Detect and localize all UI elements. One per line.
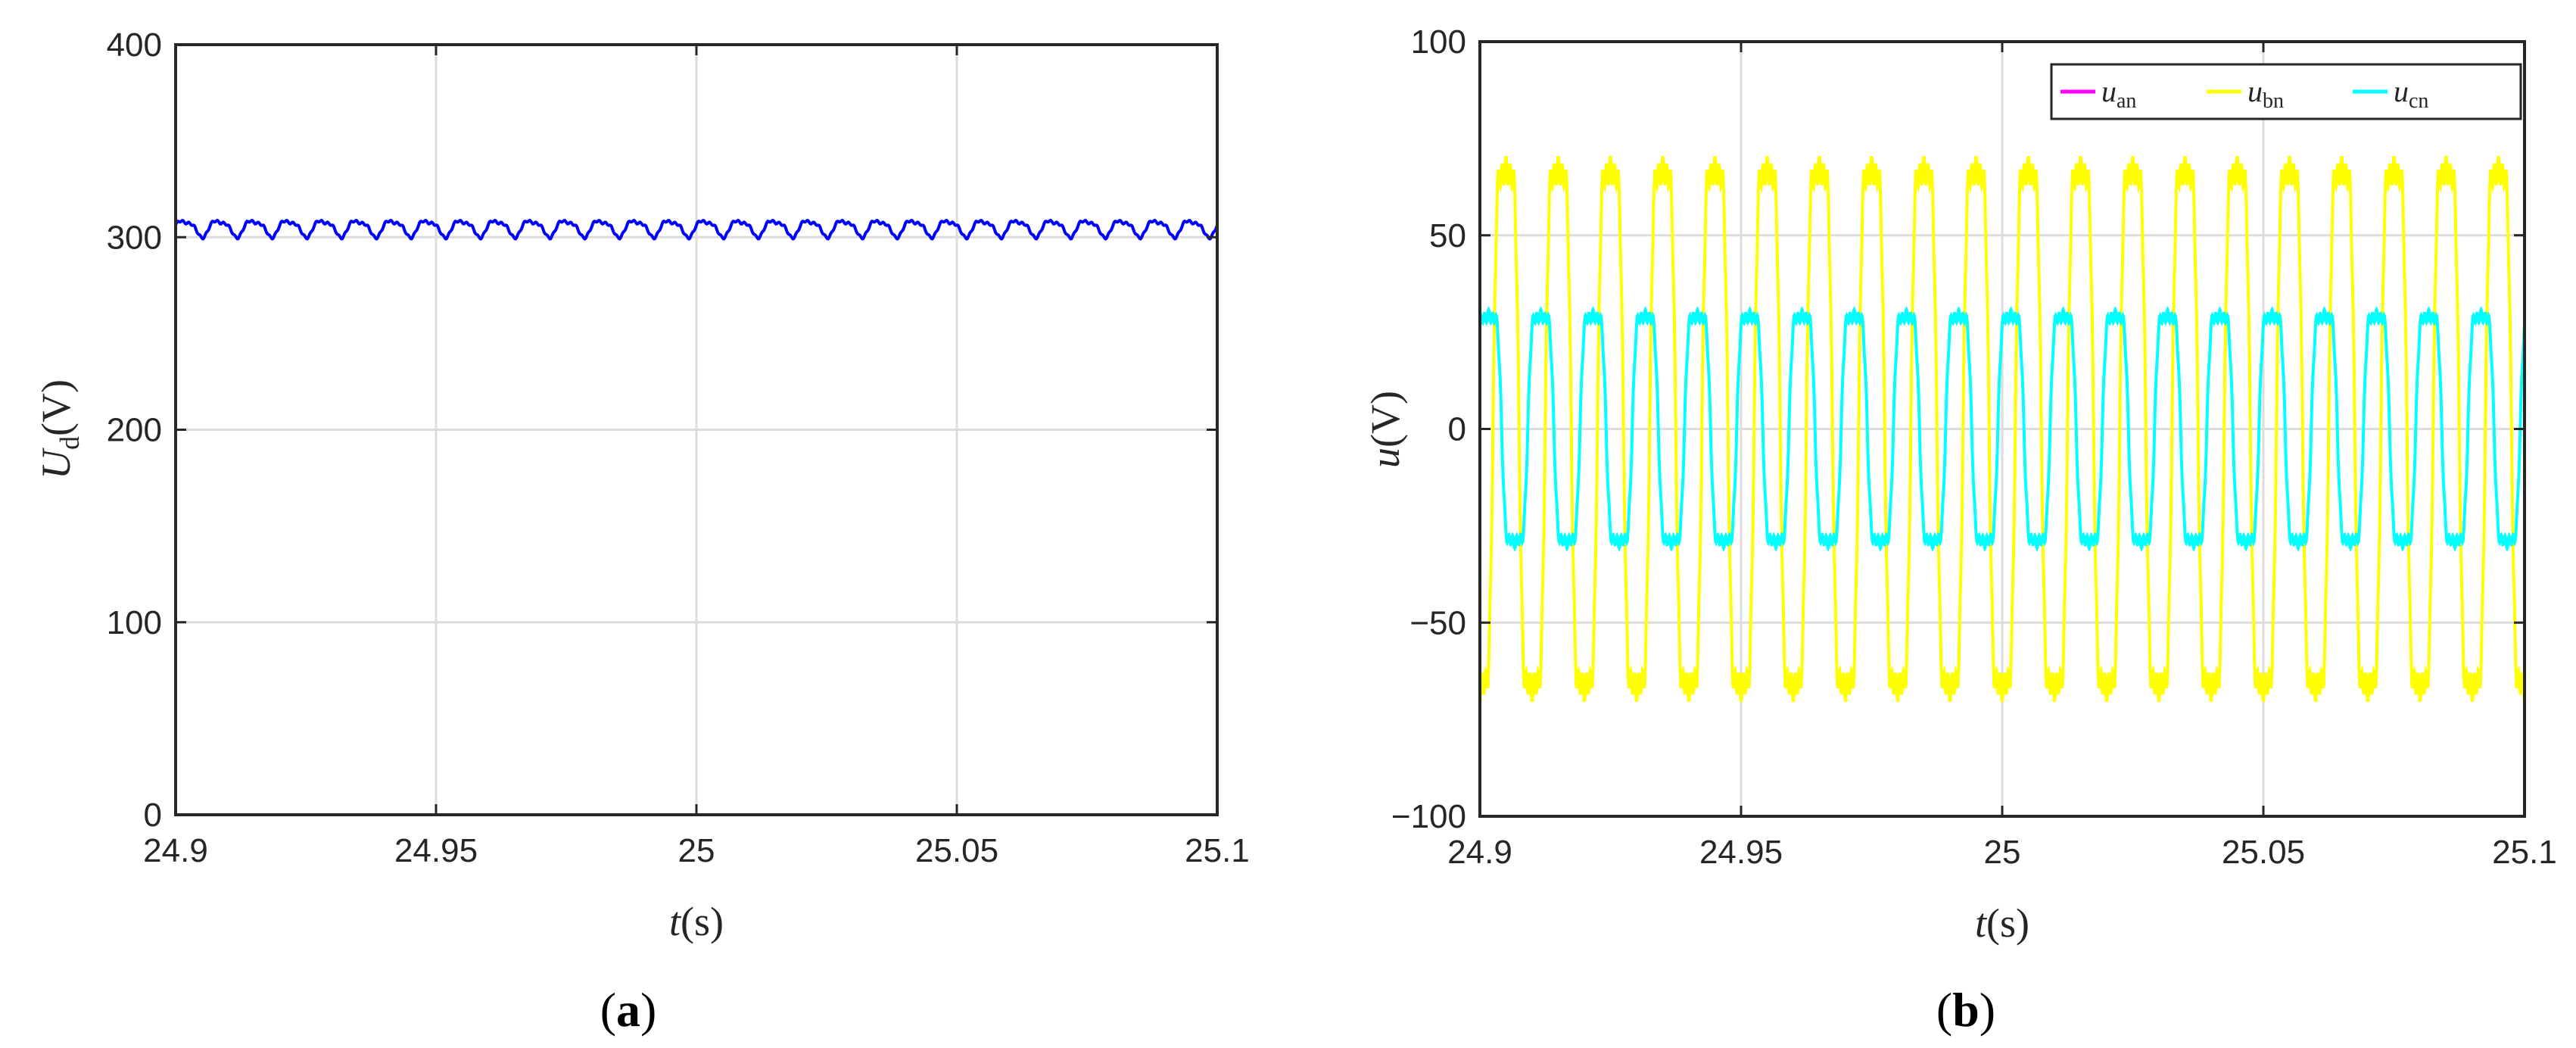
ticks-a xyxy=(174,43,1219,816)
x-tick-label: 25.05 xyxy=(915,832,998,869)
series-group-b xyxy=(1478,156,2526,702)
x-tick-label: 25 xyxy=(678,832,715,869)
x-tick-labels-b: 24.9 24.95 25 25.05 25.1 xyxy=(1447,834,2557,871)
x-tick-label: 25 xyxy=(1984,834,2021,871)
y-tick-label: −50 xyxy=(1409,604,1466,641)
x-tick-label: 25.05 xyxy=(2222,834,2305,871)
x-axis-label-a: t(s) xyxy=(669,899,724,944)
legend-entry-cn: ucn xyxy=(2353,74,2428,113)
series-line-bn xyxy=(1478,156,2526,702)
x-tick-label: 24.95 xyxy=(394,832,478,869)
ticks-b xyxy=(1478,40,2526,818)
x-axis-label-b: t(s) xyxy=(1975,900,2029,946)
y-tick-label: 0 xyxy=(1448,411,1466,448)
y-tick-label: 100 xyxy=(107,604,162,641)
legend-entry-an: uan xyxy=(2060,74,2136,113)
y-tick-label: 400 xyxy=(107,27,162,64)
panel-label-b: (b) xyxy=(1936,983,1995,1037)
legend-box xyxy=(2050,63,2522,120)
x-tick-label: 25.1 xyxy=(1185,832,1250,869)
y-tick-label: 0 xyxy=(144,797,162,834)
x-tick-labels-a: 24.9 24.95 25 25.05 25.1 xyxy=(143,832,1250,869)
y-tick-label: −100 xyxy=(1391,798,1466,835)
x-tick-label: 24.9 xyxy=(1447,834,1512,871)
legend-label-cn: ucn xyxy=(2394,74,2428,113)
legend: uan ubn ucn xyxy=(2050,63,2522,120)
legend-label-bn: ubn xyxy=(2247,74,2284,113)
y-axis-label-a: Ud(V) xyxy=(33,379,85,479)
series-line-cn xyxy=(1478,306,2526,552)
legend-entry-bn: ubn xyxy=(2207,74,2284,113)
y-tick-label: 100 xyxy=(1411,23,1466,61)
series-line-ud xyxy=(174,218,1219,241)
panel-label-a: (a) xyxy=(600,983,657,1037)
series-group-a xyxy=(174,218,1219,241)
y-tick-label: 200 xyxy=(107,412,162,449)
legend-label-an: uan xyxy=(2101,74,2136,113)
y-tick-label: 300 xyxy=(107,219,162,256)
y-tick-label: 50 xyxy=(1429,217,1466,254)
y-tick-labels-b: −100 −50 0 50 100 xyxy=(1391,23,1466,835)
x-tick-label: 24.95 xyxy=(1699,834,1783,871)
x-tick-label: 24.9 xyxy=(143,832,208,869)
y-axis-label-b: u(V) xyxy=(1363,391,1408,468)
y-tick-labels-a: 0 100 200 300 400 xyxy=(107,27,162,834)
x-tick-label: 25.1 xyxy=(2492,834,2557,871)
